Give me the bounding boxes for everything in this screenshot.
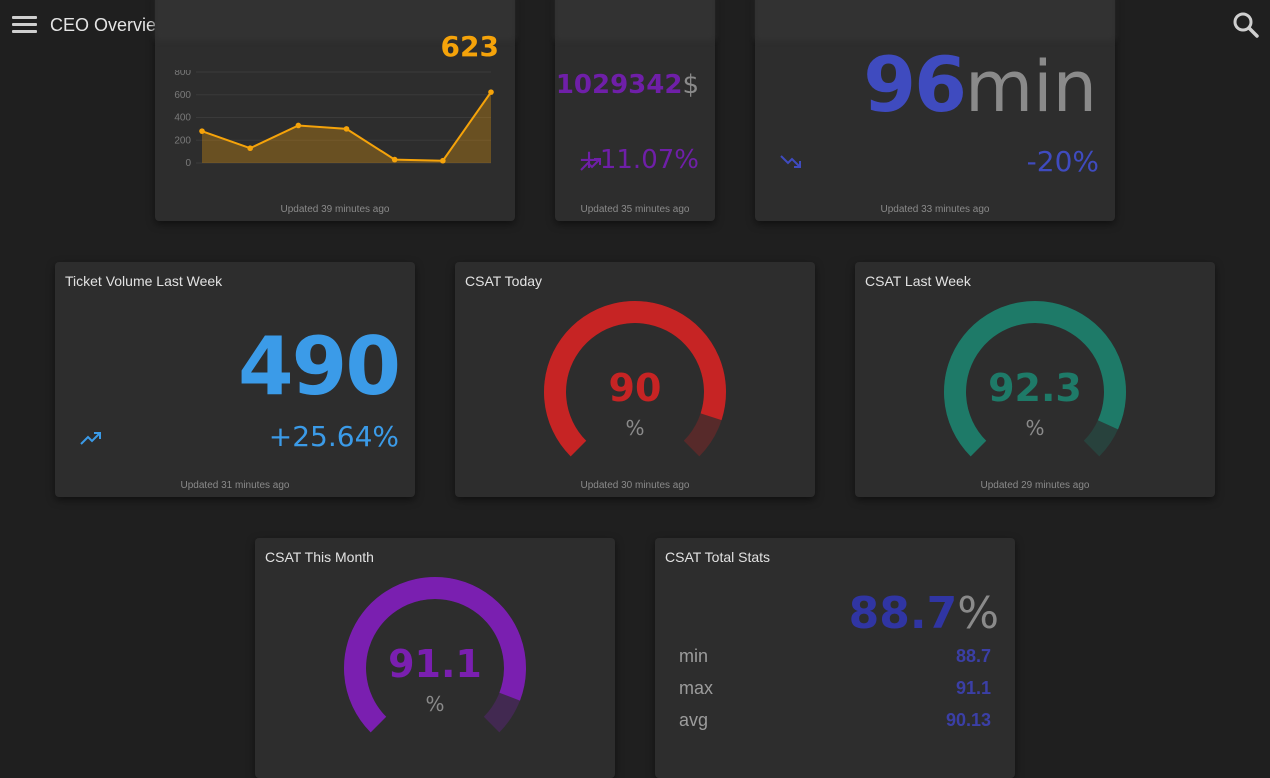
gauge-fill xyxy=(544,301,726,457)
card-title: CSAT This Month xyxy=(265,549,374,565)
card-title: Ticket Volume Last Week xyxy=(65,273,223,289)
revenue-card: 1029342$ +11.07% Updated 35 minutes ago xyxy=(555,0,715,221)
data-point[interactable] xyxy=(440,157,446,164)
updated-timestamp: Updated 31 minutes ago xyxy=(180,480,290,491)
stat-row-avg: avg 90.13 xyxy=(679,710,991,740)
gauge-fill xyxy=(344,577,526,733)
stat-label: avg xyxy=(679,710,709,730)
y-tick-label: 600 xyxy=(174,90,191,101)
updated-timestamp: Updated 29 minutes ago xyxy=(980,480,1090,491)
y-tick-label: 800 xyxy=(174,70,191,78)
csat-today-value: 90 xyxy=(608,366,662,410)
time-value-group: 96min xyxy=(863,40,1097,129)
stat-row-min: min 88.7 xyxy=(679,646,991,676)
chart-current-value: 623 xyxy=(440,30,499,63)
updated-timestamp: Updated 33 minutes ago xyxy=(880,204,990,215)
revenue-unit: $ xyxy=(682,70,699,100)
stat-row-max: max 91.1 xyxy=(679,678,991,708)
csat-month-value: 91.1 xyxy=(388,642,482,686)
csat-today-unit: % xyxy=(625,416,645,440)
csat-total-unit: % xyxy=(957,588,999,639)
stat-value: 91.1 xyxy=(955,678,991,698)
csat-last-week-card: CSAT Last Week 92.3 % Updated 29 minutes… xyxy=(855,262,1215,497)
csat-last-week-unit: % xyxy=(1025,416,1045,440)
updated-timestamp: Updated 39 minutes ago xyxy=(280,204,390,215)
data-point[interactable] xyxy=(488,89,494,95)
time-change: -20% xyxy=(1026,145,1099,178)
page-title: CEO Overview xyxy=(50,15,170,35)
ticket-volume-card: Ticket Volume Last Week 490 +25.64% Upda… xyxy=(55,262,415,497)
y-tick-label: 0 xyxy=(185,158,191,169)
ticket-volume-value: 490 xyxy=(238,320,401,413)
csat-total-value-group: 88.7% xyxy=(849,588,999,639)
stat-value: 88.7 xyxy=(955,646,991,666)
card-title: CSAT Total Stats xyxy=(665,549,771,565)
data-point[interactable] xyxy=(391,156,398,163)
card-header-obscured xyxy=(755,0,1115,40)
csat-last-week-value: 92.3 xyxy=(988,366,1082,410)
ticket-volume-change: +25.64% xyxy=(268,420,399,453)
revenue-value-group: 1029342$ xyxy=(556,70,699,100)
csat-last-week-gauge xyxy=(944,301,1126,457)
card-header-obscured xyxy=(555,0,715,40)
area-fill xyxy=(202,92,491,163)
area-chart: 800 600 400 200 0 xyxy=(174,70,494,169)
top-bar: CEO Overview xyxy=(0,0,1270,52)
y-tick-label: 400 xyxy=(174,113,191,124)
csat-month-unit: % xyxy=(425,692,445,716)
trending-down-icon xyxy=(780,155,801,168)
time-card: 96min -20% Updated 33 minutes ago xyxy=(755,0,1115,221)
data-point[interactable] xyxy=(247,145,253,152)
card-title: CSAT Last Week xyxy=(865,273,971,289)
y-tick-label: 200 xyxy=(174,135,191,146)
gauge-fill xyxy=(944,301,1126,457)
csat-total-card: CSAT Total Stats 88.7% min 88.7 max 91.1… xyxy=(655,538,1015,778)
card-title: CSAT Today xyxy=(465,273,543,289)
time-value: 96 xyxy=(863,40,967,129)
csat-month-card: CSAT This Month 91.1 % xyxy=(255,538,615,778)
csat-month-gauge xyxy=(344,577,526,733)
stat-label: min xyxy=(679,646,709,666)
stat-label: max xyxy=(679,678,714,698)
revenue-change: +11.07% xyxy=(578,145,699,175)
card-header-obscured xyxy=(155,0,515,40)
data-point[interactable] xyxy=(343,126,350,132)
chart-card: 623 800 600 400 200 0 Updated 39 minutes ago xyxy=(155,0,515,221)
stat-value: 90.13 xyxy=(945,710,991,730)
updated-timestamp: Updated 35 minutes ago xyxy=(580,204,690,215)
data-point[interactable] xyxy=(295,122,302,129)
time-unit: min xyxy=(964,46,1097,128)
trending-up-icon xyxy=(80,432,101,445)
hamburger-menu-icon[interactable] xyxy=(12,16,37,34)
updated-timestamp: Updated 30 minutes ago xyxy=(580,480,690,491)
search-icon[interactable] xyxy=(1232,11,1260,39)
revenue-value: 1029342 xyxy=(555,70,683,100)
csat-today-card: CSAT Today 90 % Updated 30 minutes ago xyxy=(455,262,815,497)
trending-up-icon xyxy=(580,158,601,171)
data-point[interactable] xyxy=(199,128,205,134)
csat-today-gauge xyxy=(544,301,726,457)
csat-total-value: 88.7 xyxy=(848,588,958,639)
